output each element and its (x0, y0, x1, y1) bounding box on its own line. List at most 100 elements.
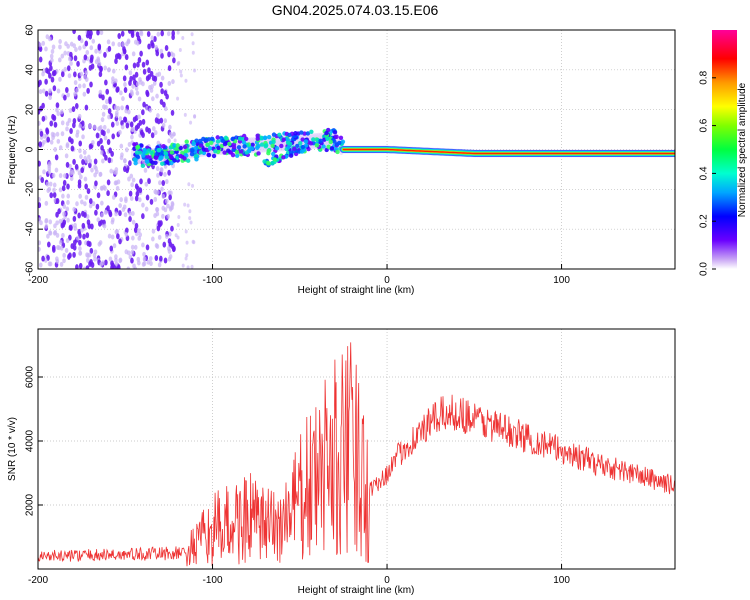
spectrogram-noise-dot (75, 132, 79, 138)
spectrogram-noise-dot (111, 217, 115, 223)
spectrogram-noise-dot (154, 45, 159, 51)
spectrogram-noise-dot (80, 227, 84, 233)
spectrogram-noise-dot (145, 244, 150, 251)
spectrogram-noise-dot (99, 65, 103, 72)
spectrogram-noise-dot (88, 203, 93, 209)
spectrogram-ridge-dot (203, 137, 208, 142)
spectrogram-noise-dot (179, 69, 183, 74)
spectrogram-noise-dot (184, 78, 188, 83)
spectrogram-noise-dot (128, 210, 132, 216)
spectrogram-ridge-dot (292, 146, 297, 151)
colorbar-tick-label: 0.4 (699, 166, 710, 180)
spectrogram-noise-dot (49, 65, 53, 72)
spectrogram-noise-dot (84, 70, 89, 76)
spectrogram-noise-dot (38, 202, 42, 209)
spectrogram-noise-dot (106, 39, 111, 45)
spectrogram-noise-dot (164, 179, 169, 185)
spectrogram-noise-dot (78, 193, 82, 199)
spectrogram-noise-dot (168, 231, 172, 237)
colorbar-tick-label: 0.6 (699, 118, 710, 132)
spectrogram-noise-dot (53, 146, 58, 152)
spectrogram-ridge-dot (270, 161, 275, 166)
spectrogram-x-tick-label: -100 (203, 275, 223, 286)
spectrogram-noise-dot (61, 193, 65, 199)
spectrogram-noise-dot (114, 58, 118, 65)
spectrogram-noise-dot (89, 247, 94, 254)
spectrogram-noise-dot (41, 71, 45, 77)
spectrogram-noise-dot (149, 261, 153, 267)
spectrogram-noise-dot (49, 120, 54, 127)
spectrogram-noise-dot (160, 88, 164, 95)
spectrogram-noise-dot (58, 39, 62, 45)
spectrogram-ridge-dot (288, 153, 294, 158)
spectrogram-noise-dot (113, 180, 118, 186)
spectrogram-noise-dot (142, 256, 147, 262)
spectrogram-ridge-dot (215, 139, 221, 144)
spectrogram-noise-dot (130, 257, 134, 264)
spectrogram-noise-dot (106, 128, 111, 134)
spectrogram-noise-dot (112, 243, 117, 249)
spectrogram-noise-dot (102, 104, 106, 110)
spectrogram-noise-dot (59, 245, 64, 251)
spectrogram-noise-dot (55, 232, 60, 238)
spectrogram-noise-dot (45, 128, 50, 135)
spectrogram-noise-dot (72, 251, 76, 258)
spectrogram-noise-dot (61, 232, 65, 238)
spectrogram-noise-dot (62, 211, 66, 217)
spectrogram-noise-dot (118, 129, 122, 135)
spectrogram-noise-dot (44, 200, 49, 206)
spectrogram-ridge-dot (213, 149, 218, 154)
spectrogram-ridge-dot (189, 151, 195, 157)
spectrogram-noise-dot (69, 224, 73, 231)
spectrogram-ridge-dot (239, 149, 244, 154)
spectrogram-noise-dot (90, 261, 95, 268)
spectrogram-noise-dot (126, 266, 131, 269)
spectrogram-noise-dot (96, 192, 101, 199)
spectrogram-ridge-dot (216, 145, 221, 151)
spectrogram-noise-dot (118, 116, 123, 122)
spectrogram-noise-dot (86, 188, 91, 195)
spectrogram-noise-dot (116, 179, 121, 185)
spectrogram-noise-dot (85, 214, 90, 220)
spectrogram-noise-dot (124, 196, 128, 202)
spectrogram-ridge-dot (160, 161, 165, 166)
snr-y-tick-label: 4000 (25, 429, 36, 452)
spectrogram-noise-dot (77, 113, 82, 119)
spectrogram-noise-dot (193, 68, 197, 73)
spectrogram-noise-dot (78, 140, 83, 147)
spectrogram-noise-dot (65, 126, 69, 132)
spectrogram-ridge-dot (321, 144, 326, 149)
spectrogram-noise-dot (152, 80, 157, 86)
spectrogram-noise-dot (165, 93, 169, 100)
spectrogram-ridge-dot (182, 156, 187, 161)
snr-x-tick-label: -100 (203, 575, 223, 586)
spectrogram-ridge-dot (161, 143, 166, 149)
spectrogram-noise-dot (78, 250, 82, 256)
spectrogram-noise-dot (55, 131, 60, 137)
spectrogram-ridge-dot (324, 130, 329, 136)
spectrogram-noise-dot (52, 85, 57, 92)
spectrogram-noise-dot (70, 145, 75, 152)
spectrogram-noise-dot (83, 176, 88, 182)
spectrogram-noise-dot (58, 218, 63, 224)
spectrogram-ridge-dot (262, 135, 268, 140)
spectrogram-noise-dot (38, 56, 43, 63)
spectrogram-ridge-dot (309, 129, 314, 134)
spectrogram-noise-dot (72, 206, 76, 212)
spectrogram-ridge-dot (194, 138, 199, 143)
spectrogram-noise-dot (137, 114, 141, 120)
spectrogram-noise-dot (188, 216, 192, 221)
spectrogram-noise-dot (80, 167, 85, 174)
spectrogram-noise-dot (103, 65, 108, 71)
spectrogram-noise-dot (142, 101, 146, 108)
spectrogram-noise-dot (181, 36, 185, 41)
spectrogram-noise-dot (181, 263, 185, 268)
spectrogram-noise-dot (191, 183, 195, 188)
spectrogram-noise-dot (69, 127, 73, 134)
spectrogram-ridge-dot (223, 135, 229, 141)
spectrogram-noise-dot (149, 198, 154, 205)
spectrogram-noise-dot (130, 134, 134, 140)
spectrogram-noise-dot (103, 135, 108, 141)
spectrogram-noise-dot (166, 246, 171, 252)
